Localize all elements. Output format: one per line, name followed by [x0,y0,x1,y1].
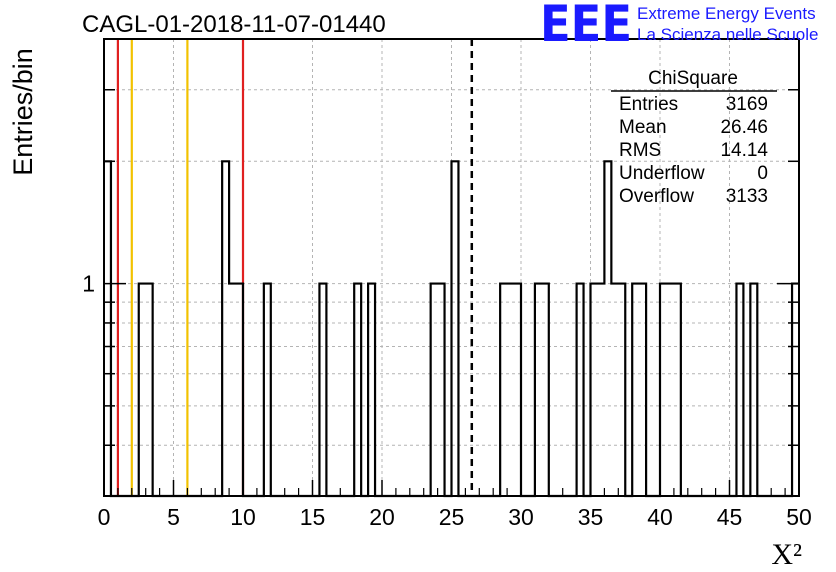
histogram-bin [452,161,459,496]
histogram-bin [431,284,438,496]
histogram-bin [500,284,507,496]
histogram-bin [229,284,236,496]
stats-title: ChiSquare [648,68,738,89]
x-tick-label: 50 [786,504,812,530]
x-tick-label: 10 [230,504,256,530]
x-tick-label: 15 [300,504,326,530]
histogram-bin [139,284,146,496]
stats-box: ChiSquare Entries 3169 Mean 26.46 RMS 14.14 Un… [611,68,777,207]
histogram-bin [319,284,326,496]
stats-label: Underflow [619,163,705,184]
histogram-bin [604,161,611,496]
histogram-bars [104,160,799,498]
stats-value: 3133 [726,186,768,207]
eee-logo: EEE Extreme Energy Events La Scienza nel… [540,0,818,53]
histogram-bin [542,284,549,496]
histogram-bin [264,284,271,496]
histogram-bin [438,284,445,496]
x-tick-label: 5 [167,504,180,530]
reference-lines [116,39,474,496]
x-axis-label: X² [771,538,802,571]
logo-line-2: La Scienza nelle Scuole [637,25,818,44]
chart-title: CAGL-01-2018-11-07-01440 [82,11,386,38]
histogram-bin [597,284,604,496]
histogram-bin [514,284,521,496]
stats-value: 0 [757,163,768,184]
logo-mark: EEE [540,0,632,53]
histogram-bin [639,284,646,496]
x-tick-label: 25 [439,504,465,530]
x-tick-label: 45 [717,504,743,530]
histogram-bin [146,284,153,496]
histogram-bin [660,284,667,496]
stats-value: 14.14 [720,140,768,161]
histogram-bin [354,284,361,496]
stats-value: 26.46 [720,117,768,138]
histogram-bin [674,284,681,496]
axis-ticks [103,38,800,497]
x-tick-label: 35 [578,504,604,530]
histogram-bin [611,284,618,496]
histogram-bin [368,284,375,496]
histogram-bin [535,284,542,496]
stats-label: Overflow [619,186,694,207]
histogram-outline [104,160,799,498]
histogram-bin [750,284,757,496]
histogram-bin [618,284,625,496]
y-tick-label: 1 [82,271,95,297]
logo-line-1: Extreme Energy Events [637,4,816,23]
x-tick-label: 20 [369,504,395,530]
histogram-bin [736,284,743,496]
tick-labels: 0 5 10 15 20 25 30 35 40 45 50 1 [82,271,812,530]
histogram-bin [667,284,674,496]
histogram-bin [792,284,799,496]
stats-label: Entries [619,94,678,115]
histogram-bin [577,284,584,496]
stats-value: 3169 [726,94,768,115]
histogram-bin [591,284,598,496]
y-axis-label: Entries/bin [8,48,38,176]
histogram-bin [507,284,514,496]
stats-label: RMS [619,140,661,161]
stats-rows: Entries 3169 Mean 26.46 RMS 14.14 Underflow 0 Ov… [619,94,768,207]
histogram-bin [632,284,639,496]
histogram-bin [222,161,229,496]
x-tick-label: 40 [647,504,673,530]
x-tick-label: 30 [508,504,534,530]
histogram-bin [236,284,243,496]
x-tick-label: 0 [98,504,111,530]
stats-label: Mean [619,117,667,138]
